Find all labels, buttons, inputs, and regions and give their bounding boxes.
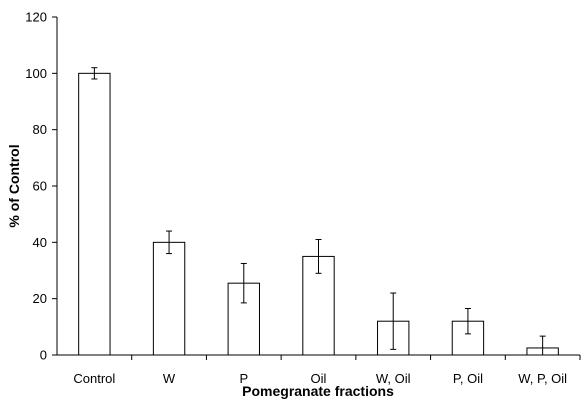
x-tick-label: Oil (311, 371, 327, 386)
x-axis: Control W P Oil W, Oil P, Oil W, P, Oil (57, 354, 581, 386)
bar-series (78, 72, 559, 356)
y-tick-label: 100 (25, 66, 47, 81)
y-tick-label: 20 (33, 291, 47, 306)
y-axis-title: % of Control (6, 144, 22, 227)
x-tick-label: W, Oil (376, 371, 411, 386)
bar (78, 72, 111, 356)
x-tick-label: Control (73, 371, 115, 386)
y-tick-label: 120 (25, 10, 47, 25)
bar (152, 241, 186, 356)
x-tick-label: P (239, 371, 248, 386)
y-tick-label: 80 (33, 122, 47, 137)
error-bar-series (91, 67, 546, 356)
y-tick-label: 60 (33, 179, 47, 194)
x-tick-group: Control W P Oil W, Oil P, Oil W, P, Oil (73, 355, 581, 386)
y-tick-group: 0 20 40 60 80 100 120 (25, 10, 57, 363)
x-tick-label: P, Oil (453, 371, 483, 386)
x-tick-label: W (163, 371, 176, 386)
x-tick-label: W, P, Oil (518, 371, 567, 386)
x-axis-title: Pomegranate fractions (242, 383, 394, 399)
y-tick-label: 40 (33, 235, 47, 250)
y-tick-label: 0 (40, 348, 47, 363)
y-axis: 0 20 40 60 80 100 120 (25, 10, 58, 363)
